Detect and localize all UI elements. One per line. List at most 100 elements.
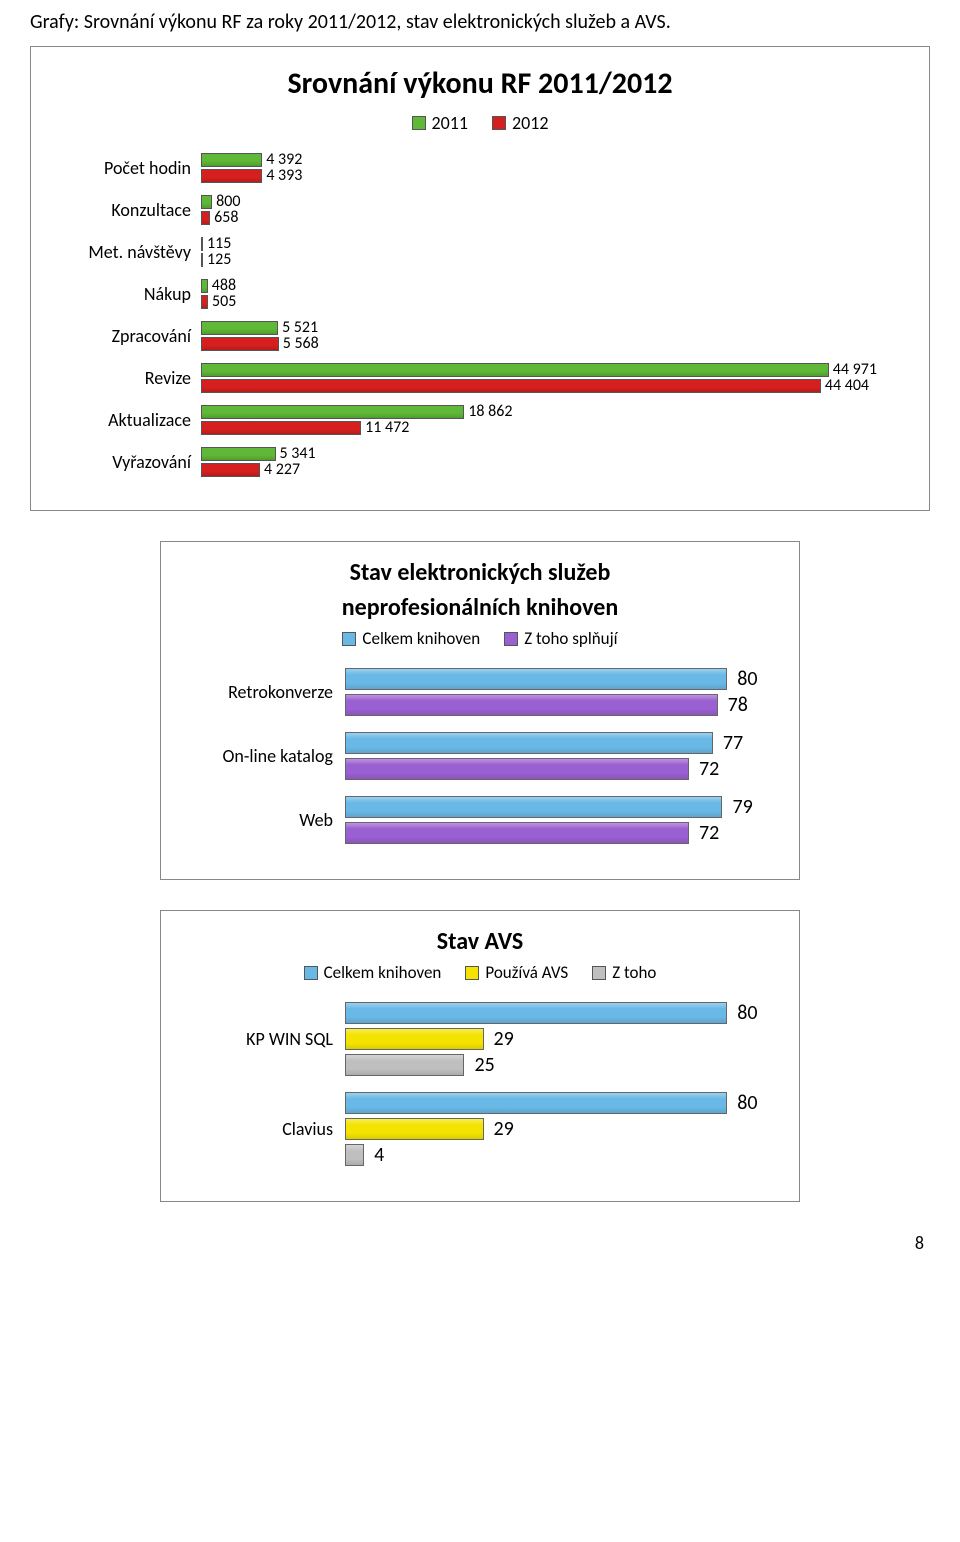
- chart3-bar: [345, 1028, 484, 1050]
- chart1-bar: [201, 421, 361, 435]
- chart1-bar: [201, 447, 276, 461]
- chart2-bar: [345, 758, 689, 780]
- chart2-value: 72: [699, 821, 719, 845]
- chart1-bar-column: 5 3414 227: [201, 446, 899, 478]
- chart1-bar-column: 18 86211 472: [201, 404, 899, 436]
- chart2-title-line2: neprofesionálních knihoven: [185, 593, 775, 622]
- chart2-bars: 79 72: [345, 795, 775, 845]
- legend-label-2012: 2012: [512, 112, 549, 134]
- chart1-category-label: Aktualizace: [61, 409, 201, 431]
- chart1-bar: [201, 379, 821, 393]
- chart2-category-label: Web: [185, 809, 345, 831]
- chart1-bar: [201, 363, 829, 377]
- chart2-bar: [345, 694, 718, 716]
- chart3-bars: 80294: [345, 1091, 775, 1167]
- chart1-row: Revize44 97144 404: [61, 362, 899, 394]
- chart3-category-label: KP WIN SQL: [185, 1028, 345, 1050]
- chart1-body: Počet hodin4 3924 393Konzultace800658Met…: [61, 152, 899, 478]
- chart2-value: 77: [723, 731, 743, 755]
- chart1-bar: [201, 153, 262, 167]
- chart1-bar: [201, 253, 203, 267]
- legend-2011: 2011: [412, 112, 469, 134]
- legend-label-splnuji: Z toho splňují: [524, 628, 617, 649]
- chart1-row: Zpracování5 5215 568: [61, 320, 899, 352]
- chart2-bar: [345, 796, 722, 818]
- chart1-value: 505: [212, 294, 236, 310]
- chart1-bar-column: 488505: [201, 278, 899, 310]
- chart1-row: Vyřazování5 3414 227: [61, 446, 899, 478]
- chart3-row: Clavius80294: [185, 1091, 775, 1167]
- swatch-ztoho: [592, 966, 606, 980]
- chart2-title-line1: Stav elektronických služeb: [185, 558, 775, 587]
- swatch-2012: [492, 116, 506, 130]
- chart3-category-label: Clavius: [185, 1118, 345, 1140]
- chart1-container: Srovnání výkonu RF 2011/2012 2011 2012 P…: [30, 46, 930, 511]
- chart1-category-label: Nákup: [61, 283, 201, 305]
- chart2-bars: 8078: [345, 667, 775, 717]
- chart2-value: 80: [737, 667, 757, 691]
- legend-celkem3: Celkem knihoven: [304, 962, 442, 983]
- chart2-value: 78: [728, 693, 748, 717]
- chart3-value: 25: [474, 1053, 494, 1077]
- chart3-value: 29: [494, 1027, 514, 1051]
- chart1-bar: [201, 337, 279, 351]
- chart1-bar-column: 115125: [201, 236, 899, 268]
- legend-pouziva: Používá AVS: [465, 962, 568, 983]
- chart1-row: Počet hodin4 3924 393: [61, 152, 899, 184]
- chart1-row: Aktualizace18 86211 472: [61, 404, 899, 436]
- chart3-bars: 802925: [345, 1001, 775, 1077]
- chart3-value: 4: [374, 1143, 384, 1167]
- chart3-title: Stav AVS: [185, 927, 775, 956]
- chart2-row: On-line katalog7772: [185, 731, 775, 781]
- chart1-category-label: Met. návštěvy: [61, 241, 201, 263]
- chart1-bar: [201, 405, 464, 419]
- chart2-bars: 7772: [345, 731, 775, 781]
- chart1-bar: [201, 463, 260, 477]
- chart2-legend: Celkem knihoven Z toho splňují: [185, 628, 775, 649]
- legend-label-celkem3: Celkem knihoven: [324, 962, 442, 983]
- chart3-bar: [345, 1092, 727, 1114]
- legend-label-celkem: Celkem knihoven: [362, 628, 480, 649]
- chart3-row: KP WIN SQL802925: [185, 1001, 775, 1077]
- chart1-value: 4 393: [266, 168, 302, 184]
- chart2-bar: [345, 668, 727, 690]
- chart3-legend: Celkem knihoven Používá AVS Z toho: [185, 962, 775, 983]
- legend-label-ztoho: Z toho: [612, 962, 656, 983]
- chart1-value: 18 862: [468, 404, 512, 420]
- legend-ztoho: Z toho: [592, 962, 656, 983]
- chart3-bar: [345, 1002, 727, 1024]
- chart2-row: Retrokonverze8078: [185, 667, 775, 717]
- chart2-value: 72: [699, 757, 719, 781]
- chart1-category-label: Počet hodin: [61, 157, 201, 179]
- chart1-title: Srovnání výkonu RF 2011/2012: [61, 65, 899, 102]
- legend-2012: 2012: [492, 112, 549, 134]
- chart2-category-label: Retrokonverze: [185, 681, 345, 703]
- chart2-value: 79: [732, 795, 752, 819]
- swatch-celkem: [342, 632, 356, 646]
- chart2-container: Stav elektronických služeb neprofesionál…: [160, 541, 800, 880]
- chart1-bar-column: 44 97144 404: [201, 362, 899, 394]
- chart1-legend: 2011 2012: [61, 112, 899, 134]
- legend-celkem: Celkem knihoven: [342, 628, 480, 649]
- chart1-row: Met. návštěvy115125: [61, 236, 899, 268]
- chart1-bar: [201, 321, 278, 335]
- chart1-row: Nákup488505: [61, 278, 899, 310]
- chart1-category-label: Vyřazování: [61, 451, 201, 473]
- chart3-bar: [345, 1054, 464, 1076]
- swatch-2011: [412, 116, 426, 130]
- swatch-splnuji: [504, 632, 518, 646]
- chart3-body: KP WIN SQL802925Clavius80294: [185, 1001, 775, 1167]
- chart2-category-label: On-line katalog: [185, 745, 345, 767]
- chart3-value: 80: [737, 1091, 757, 1115]
- chart1-bar-column: 800658: [201, 194, 899, 226]
- page-number: 8: [30, 1232, 930, 1254]
- chart2-bar: [345, 732, 713, 754]
- chart1-bar: [201, 295, 208, 309]
- swatch-pouziva: [465, 966, 479, 980]
- chart1-value: 4 227: [264, 462, 300, 478]
- chart3-bar: [345, 1118, 484, 1140]
- chart1-bar: [201, 279, 208, 293]
- chart1-category-label: Zpracování: [61, 325, 201, 347]
- legend-label-pouziva: Používá AVS: [485, 962, 568, 983]
- chart1-bar: [201, 195, 212, 209]
